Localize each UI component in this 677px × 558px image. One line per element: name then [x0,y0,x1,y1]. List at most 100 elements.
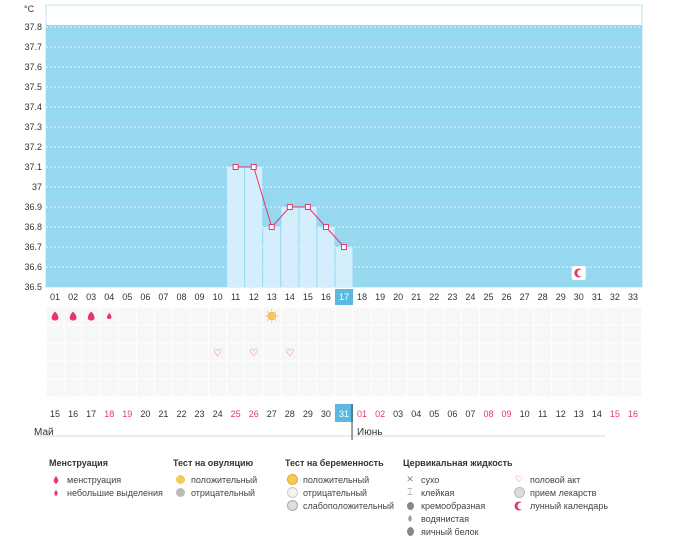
grid-cell[interactable] [479,379,498,397]
grid-cell[interactable] [281,307,299,325]
grid-cell[interactable] [425,325,443,343]
grid-cell[interactable] [118,325,136,343]
grid-cell[interactable] [100,325,118,343]
grid-cell[interactable] [425,379,443,397]
grid-cell[interactable] [516,361,534,379]
grid-cell[interactable] [64,325,82,343]
grid-cell[interactable] [624,307,642,325]
grid-cell[interactable] [371,325,389,343]
grid-cell[interactable] [461,307,479,325]
grid-cell[interactable] [425,343,443,361]
grid-cell[interactable] [353,343,371,361]
grid-cell[interactable] [443,325,461,343]
grid-cell[interactable] [82,361,100,379]
grid-cell[interactable] [389,307,407,325]
grid-cell[interactable] [606,325,624,343]
grid-cell[interactable] [516,343,534,361]
grid-cell[interactable] [172,379,190,397]
grid-cell[interactable] [389,361,407,379]
grid-cell[interactable] [136,307,154,325]
grid-cell[interactable] [227,325,245,343]
grid-cell[interactable] [335,379,353,397]
grid-cell[interactable] [624,379,642,397]
grid-cell[interactable] [317,343,335,361]
grid-cell[interactable] [389,343,407,361]
grid-cell[interactable] [100,361,118,379]
grid-cell[interactable] [299,307,317,325]
grid-cell[interactable] [371,307,389,325]
grid-cell[interactable] [263,379,281,397]
grid-cell[interactable] [263,343,281,361]
grid-cell[interactable] [570,307,588,325]
grid-cell[interactable] [46,343,64,361]
grid-cell[interactable] [118,361,136,379]
grid-cell[interactable] [479,325,498,343]
grid-cell[interactable] [461,325,479,343]
grid-cell[interactable] [588,307,606,325]
grid-cell[interactable] [552,343,570,361]
grid-cell[interactable] [190,307,209,325]
grid-cell[interactable] [624,361,642,379]
grid-cell[interactable] [245,325,263,343]
grid-cell[interactable] [154,325,172,343]
temperature-point[interactable] [268,224,275,230]
grid-cell[interactable] [317,325,335,343]
grid-cell[interactable] [353,361,371,379]
grid-cell[interactable] [588,361,606,379]
grid-cell[interactable] [498,325,516,343]
grid-cell[interactable] [335,325,353,343]
grid-cell[interactable] [209,307,227,325]
grid-cell[interactable] [227,307,245,325]
grid-cell[interactable] [136,379,154,397]
grid-cell[interactable] [281,361,299,379]
grid-cell[interactable] [190,325,209,343]
grid-cell[interactable] [407,379,425,397]
grid-cell[interactable] [118,307,136,325]
grid-cell[interactable] [552,325,570,343]
grid-cell[interactable] [534,379,552,397]
grid-cell[interactable] [263,325,281,343]
temperature-point[interactable] [304,204,311,210]
grid-cell[interactable] [606,307,624,325]
grid-cell[interactable] [588,343,606,361]
grid-cell[interactable] [299,361,317,379]
grid-cell[interactable] [245,307,263,325]
grid-cell[interactable] [209,361,227,379]
grid-cell[interactable] [516,325,534,343]
grid-cell[interactable] [353,325,371,343]
grid-cell[interactable] [136,361,154,379]
grid-cell[interactable] [299,325,317,343]
grid-cell[interactable] [479,361,498,379]
grid-cell[interactable] [371,361,389,379]
grid-cell[interactable] [64,379,82,397]
grid-cell[interactable] [209,343,227,361]
grid-cell[interactable] [46,325,64,343]
grid-cell[interactable] [281,325,299,343]
grid-cell[interactable] [624,343,642,361]
temperature-point[interactable] [341,244,347,250]
grid-cell[interactable] [335,361,353,379]
grid-cell[interactable] [299,343,317,361]
grid-cell[interactable] [552,361,570,379]
grid-cell[interactable] [443,361,461,379]
grid-cell[interactable] [534,343,552,361]
grid-cell[interactable] [172,307,190,325]
temperature-point[interactable] [286,204,293,210]
grid-cell[interactable] [389,325,407,343]
grid-cell[interactable] [407,343,425,361]
temperature-point[interactable] [232,164,239,170]
grid-cell[interactable] [263,361,281,379]
grid-cell[interactable] [46,379,64,397]
grid-cell[interactable] [516,307,534,325]
grid-cell[interactable] [154,307,172,325]
grid-cell[interactable] [46,361,64,379]
grid-cell[interactable] [552,307,570,325]
grid-cell[interactable] [190,379,209,397]
grid-cell[interactable] [479,343,498,361]
grid-cell[interactable] [100,343,118,361]
grid-cell[interactable] [172,361,190,379]
grid-cell[interactable] [606,379,624,397]
grid-cell[interactable] [443,343,461,361]
grid-cell[interactable] [498,361,516,379]
temperature-point[interactable] [250,164,257,170]
